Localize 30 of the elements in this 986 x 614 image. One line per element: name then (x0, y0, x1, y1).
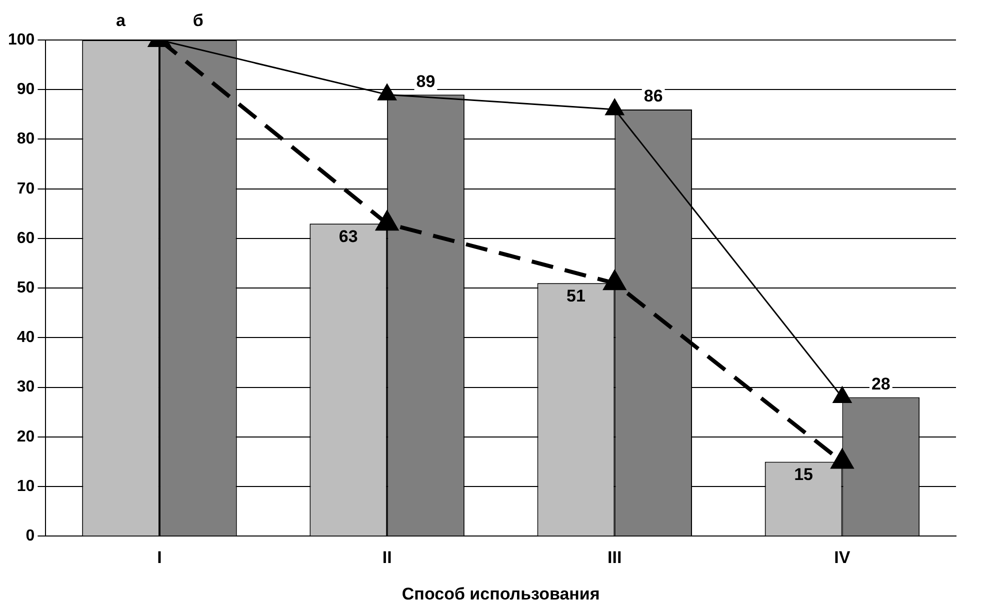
y-tick-label: 70 (16, 180, 35, 198)
series-label: б (192, 11, 204, 30)
point (376, 212, 398, 231)
data-label: 86 (644, 86, 663, 106)
x-axis-title: Способ использования (402, 584, 600, 604)
y-tick-label: 80 (16, 130, 35, 148)
y-tick-label: 40 (16, 329, 35, 346)
data-label: 51 (566, 286, 586, 306)
data-label: 63 (338, 226, 358, 246)
data-label: 28 (871, 374, 890, 394)
y-tick-label: 30 (16, 378, 35, 396)
y-tick-label: 60 (16, 230, 35, 247)
series-label: а (116, 11, 126, 30)
x-tick-label: IV (834, 548, 851, 568)
point (832, 450, 853, 469)
y-tick-label: 10 (16, 478, 35, 495)
point (605, 98, 624, 116)
x-tick-label: I (157, 548, 162, 568)
y-tick-label: 50 (16, 280, 35, 297)
y-tick-label: 0 (26, 528, 35, 545)
point (604, 271, 626, 290)
y-tick-label: 20 (16, 428, 35, 446)
data-label: 15 (794, 464, 813, 484)
y-tick-label: 100 (8, 31, 35, 48)
x-tick-label: III (608, 548, 622, 568)
data-label: 89 (416, 72, 436, 91)
y-tick-label: 90 (16, 81, 35, 98)
x-tick-label: II (382, 548, 392, 568)
point (378, 84, 396, 100)
point (832, 386, 852, 404)
